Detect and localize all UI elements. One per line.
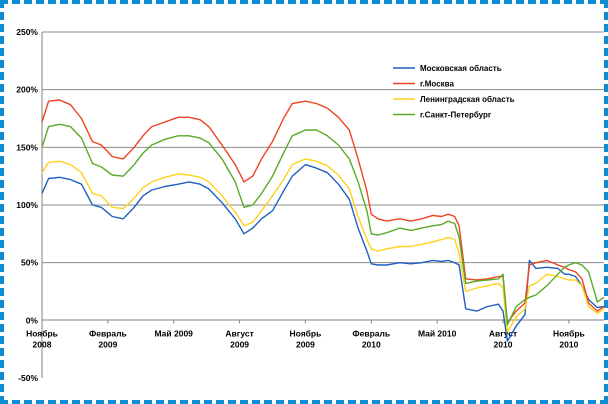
series-line bbox=[41, 123, 605, 326]
x-tick-label-year: 2008 bbox=[33, 339, 52, 349]
legend-label: Ленинградская область bbox=[420, 95, 515, 104]
y-tick-label: 100% bbox=[16, 200, 38, 210]
y-tick-label: 250% bbox=[16, 27, 38, 37]
grid-lines bbox=[42, 31, 604, 264]
x-tick-label: Февраль bbox=[352, 328, 390, 338]
x-tick-label-year: 2010 bbox=[362, 339, 381, 349]
x-tick-label: Февраль bbox=[89, 328, 127, 338]
y-tick-label: 50% bbox=[21, 258, 38, 268]
x-tick-label: Май 2010 bbox=[418, 328, 457, 338]
y-tick-labels: 250% 200% 150% 100% 50% 0% -50% bbox=[16, 27, 38, 383]
x-tick-label-year: 2009 bbox=[98, 339, 117, 349]
x-tick-label: Ноябрь bbox=[26, 328, 58, 338]
y-tick-label: 150% bbox=[16, 142, 38, 152]
y-tick-label: 0% bbox=[26, 315, 39, 325]
legend: Московская область г.Москва Ленинградская … bbox=[393, 64, 515, 120]
series-line bbox=[41, 99, 605, 324]
x-tick-label: Май 2009 bbox=[155, 328, 194, 338]
x-tick-label: Август bbox=[225, 328, 253, 338]
x-tick-label: Ноябрь bbox=[553, 328, 585, 338]
legend-label: г.Санкт-Петербург bbox=[420, 111, 492, 120]
x-tick-label-year: 2009 bbox=[296, 339, 315, 349]
x-tick-label-year: 2010 bbox=[559, 339, 578, 349]
x-tick-label: Август bbox=[489, 328, 517, 338]
legend-label: Московская область bbox=[420, 64, 502, 73]
series-line bbox=[41, 158, 605, 333]
series-lines bbox=[41, 99, 605, 342]
y-tick-label: -50% bbox=[18, 373, 38, 383]
legend-label: г.Москва bbox=[420, 80, 454, 89]
x-tick-label-year: 2010 bbox=[494, 339, 513, 349]
y-tick-label: 200% bbox=[16, 85, 38, 95]
x-tick-label-year: 2009 bbox=[230, 339, 249, 349]
x-tick-label: Ноябрь bbox=[290, 328, 322, 338]
